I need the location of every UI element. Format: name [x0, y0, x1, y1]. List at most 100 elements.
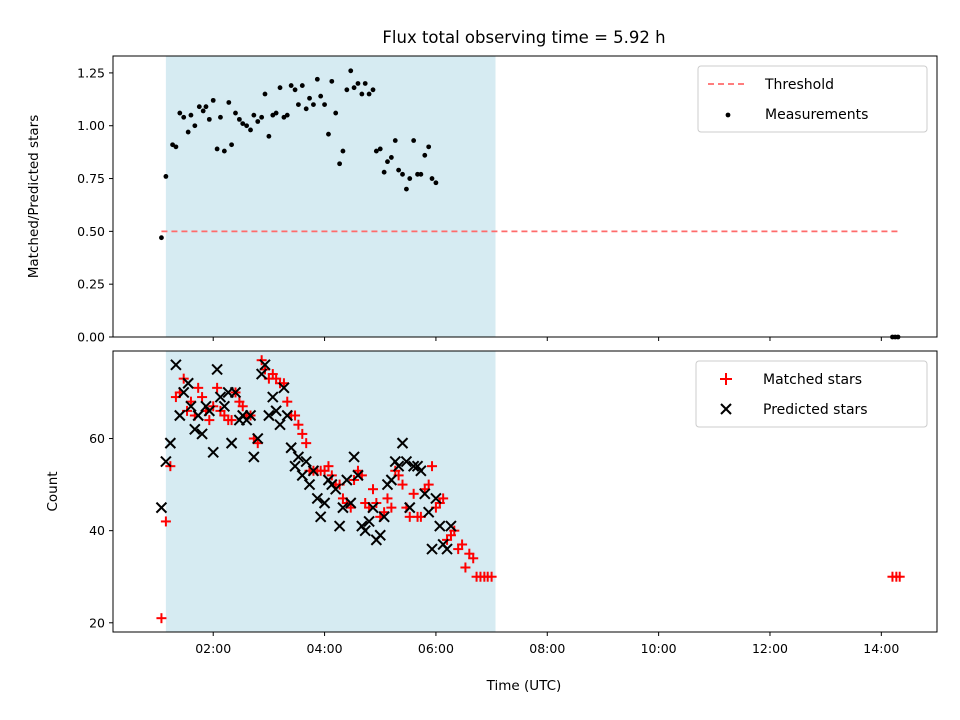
predicted-star-marker	[415, 465, 427, 477]
predicted-star-marker	[185, 400, 197, 412]
predicted-star-marker	[348, 451, 360, 463]
predicted-marker-b	[281, 409, 293, 422]
measurement-point	[251, 112, 257, 118]
predicted-star-marker	[259, 359, 271, 371]
predicted-marker-b	[267, 391, 279, 403]
predicted-star-marker	[407, 460, 420, 472]
measurement-point	[248, 127, 253, 133]
measurement-point	[359, 91, 365, 97]
legend-measurements-label: Measurements	[765, 107, 868, 123]
predicted-marker-b	[314, 511, 327, 523]
matched-star-marker	[290, 410, 301, 421]
predicted-marker-b	[192, 409, 204, 422]
predicted-star-marker	[248, 451, 260, 463]
predicted-star-marker	[252, 432, 264, 445]
measurement-point	[355, 81, 361, 86]
predicted-star-marker	[303, 478, 316, 491]
top-y-tick-label: 0.25	[77, 277, 105, 292]
predicted-star-marker	[285, 442, 297, 454]
predicted-marker-b	[164, 437, 177, 449]
predicted-marker-b	[252, 432, 264, 445]
matched-star-marker	[204, 415, 215, 426]
predicted-star-marker	[214, 391, 227, 403]
measurement-point	[163, 174, 169, 179]
top-y-ticks: 0.00 0.25 0.50 0.75 1.00 1.25	[77, 65, 113, 345]
predicted-marker-b	[255, 368, 268, 380]
predicted-star-marker	[367, 501, 379, 514]
measurement-point	[381, 169, 387, 175]
measurement-point	[411, 138, 417, 143]
matched-star-marker	[397, 479, 408, 490]
predicted-star-marker	[207, 446, 219, 459]
measurement-point	[226, 100, 232, 105]
predicted-marker-b	[300, 455, 312, 468]
measurement-point	[259, 114, 265, 120]
predicted-star-marker	[274, 418, 286, 431]
predicted-marker-b	[374, 529, 386, 541]
x-tick-label: 02:00	[195, 641, 231, 656]
matched-star-marker	[486, 571, 497, 582]
predicted-star-marker	[164, 437, 177, 449]
predicted-star-marker	[430, 492, 442, 505]
predicted-star-marker	[400, 455, 413, 468]
predicted-marker-b	[318, 497, 331, 509]
matched-star-marker	[301, 438, 312, 449]
predicted-marker-b	[214, 391, 227, 403]
predicted-marker-b	[207, 446, 219, 459]
measurement-point	[311, 102, 316, 107]
predicted-star-marker	[363, 515, 375, 528]
top-legend: Threshold Measurements	[697, 65, 928, 133]
predicted-marker-b	[445, 520, 457, 532]
measurement-point	[159, 235, 164, 241]
bottom-y-tick-label: 40	[89, 523, 105, 538]
bottom-legend: Matched stars Predicted stars	[695, 360, 928, 428]
predicted-marker-b	[307, 465, 320, 477]
measurement-point	[185, 129, 191, 135]
top-y-tick-label: 0.50	[77, 224, 105, 239]
top-y-tick-label: 1.25	[77, 65, 105, 80]
matched-star-marker	[438, 493, 449, 504]
predicted-star-marker	[225, 437, 238, 449]
predicted-star-marker	[170, 359, 182, 371]
bottom-panel: 20 40 60 02:00 04:00 06:00 08:00 10:00 12:00 14:…	[45, 350, 938, 694]
predicted-star-marker	[278, 382, 290, 394]
bottom-y-ticks: 20 40 60	[89, 431, 113, 630]
predicted-marker-b	[392, 460, 405, 472]
measurement-point	[177, 110, 183, 116]
predicted-marker-b	[203, 405, 216, 417]
matched-star-marker	[160, 516, 171, 527]
measurement-point	[322, 102, 327, 107]
x-tick-label: 06:00	[418, 641, 454, 656]
top-y-tick-label: 0.75	[77, 171, 105, 186]
measurement-point	[296, 102, 301, 107]
predicted-star-marker	[229, 386, 242, 399]
measurement-point	[404, 186, 409, 192]
predicted-star-marker	[270, 405, 282, 417]
predicted-star-marker	[337, 501, 349, 514]
predicted-star-marker	[314, 511, 327, 523]
matched-star-marker	[282, 396, 293, 407]
predicted-marker-b	[182, 377, 194, 389]
predicted-star-marker	[289, 460, 301, 472]
bottom-axes-frame	[112, 350, 938, 633]
predicted-marker-b	[189, 423, 201, 436]
predicted-marker-b	[229, 386, 242, 399]
measurement-point	[262, 91, 268, 97]
measurement-point	[433, 180, 439, 186]
predicted-marker-b	[348, 451, 360, 463]
predicted-star-marker	[155, 501, 168, 514]
measurement-point	[370, 87, 376, 93]
measurement-point	[344, 87, 350, 93]
predicted-star-marker	[385, 474, 398, 486]
measurement-point	[173, 144, 179, 150]
predicted-marker-b	[430, 492, 442, 505]
predicted-marker-b	[225, 437, 238, 449]
bottom-y-axis-label: Count	[45, 471, 61, 511]
measurement-point	[288, 83, 294, 88]
top-legend-box	[697, 65, 928, 133]
matched-star-marker	[156, 613, 167, 624]
predicted-stars-series	[155, 359, 457, 555]
measurement-point	[362, 81, 368, 86]
predicted-marker-b	[359, 524, 371, 537]
